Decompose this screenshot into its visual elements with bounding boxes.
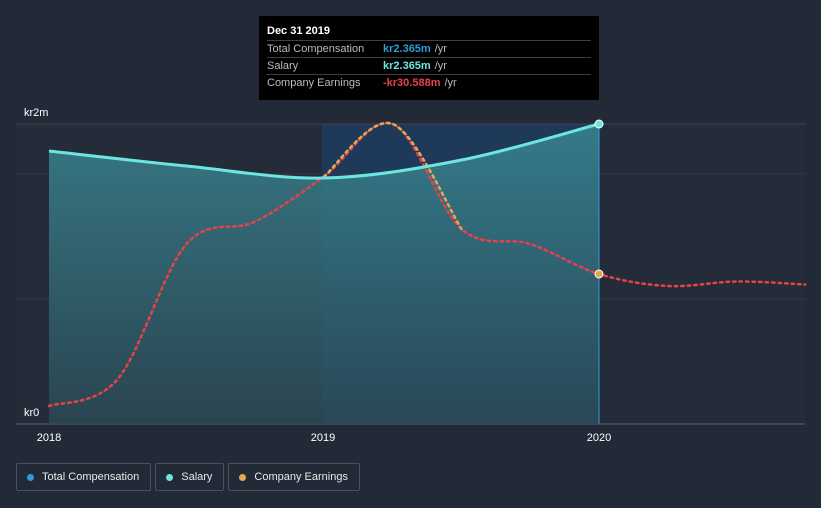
y-tick-top: kr2m [24,107,48,119]
tooltip-unit: /yr [434,43,447,55]
legend-label: Total Compensation [42,471,140,483]
legend-dot-icon [239,473,247,481]
tooltip-date: Dec 31 2019 [267,25,330,37]
legend-label: Company Earnings [254,471,348,483]
tooltip-row-earnings: Company Earnings -kr30.588m /yr [267,74,591,91]
tooltip-value: kr2.365m [383,60,431,72]
chart-legend: Total Compensation Salary Company Earnin… [16,463,360,491]
tooltip-value: kr2.365m [383,43,431,55]
tooltip-label: Total Compensation [267,43,365,55]
x-tick-2018: 2018 [37,432,61,444]
legend-label: Salary [181,471,213,483]
tooltip-unit: /yr [434,60,447,72]
salary-line [48,122,600,180]
tooltip-row-salary: Salary kr2.365m /yr [267,57,591,74]
data-tooltip: Dec 31 2019 Total Compensation kr2.365m … [259,16,599,100]
salary-marker [594,119,604,129]
company-earnings-line [47,121,807,408]
company-earnings-overlap [322,121,463,231]
legend-salary[interactable]: Salary [155,463,225,491]
total-compensation-area [49,124,599,424]
legend-company-earnings[interactable]: Company Earnings [228,463,360,491]
x-tick-2019: 2019 [311,432,335,444]
y-tick-bottom: kr0 [24,407,39,419]
legend-total-compensation[interactable]: Total Compensation [16,463,152,491]
tooltip-row-total: Total Compensation kr2.365m /yr [267,40,591,57]
tooltip-label: Company Earnings [267,77,361,89]
legend-dot-icon [27,473,34,481]
x-tick-2020: 2020 [587,432,611,444]
tooltip-unit: /yr [444,77,457,89]
earnings-marker [594,269,604,279]
tooltip-label: Salary [267,60,299,72]
legend-dot-icon [166,473,174,481]
tooltip-value: -kr30.588m [383,77,441,89]
